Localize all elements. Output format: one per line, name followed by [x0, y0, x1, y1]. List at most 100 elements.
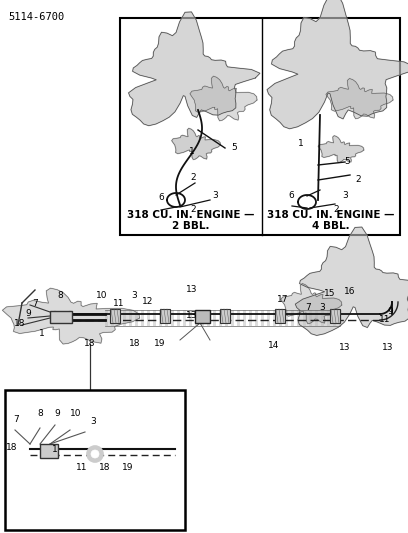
Bar [267, 310, 270, 326]
Text: 15: 15 [324, 288, 336, 297]
Bar [201, 310, 204, 326]
Bar [231, 310, 234, 326]
Bar [291, 310, 294, 326]
Text: 1: 1 [189, 148, 195, 157]
Text: 13: 13 [339, 343, 351, 352]
Text: 18: 18 [6, 442, 18, 451]
Bar [333, 310, 336, 326]
Bar [160, 309, 170, 323]
Bar [171, 310, 174, 326]
Bar [237, 310, 240, 326]
Polygon shape [2, 288, 140, 344]
Circle shape [91, 450, 99, 458]
Polygon shape [281, 284, 342, 324]
Text: 9: 9 [387, 308, 393, 317]
Bar [50, 311, 72, 323]
Bar [297, 310, 300, 326]
Text: 19: 19 [122, 463, 134, 472]
Text: 18: 18 [129, 340, 141, 349]
Text: 6: 6 [288, 190, 294, 199]
Bar [147, 310, 150, 326]
Text: 1: 1 [52, 446, 58, 455]
Bar [279, 310, 282, 326]
Bar [135, 310, 138, 326]
Text: 18: 18 [99, 463, 111, 472]
Bar [165, 310, 168, 326]
Text: 318 CU. IN. ENGINE —: 318 CU. IN. ENGINE — [267, 210, 395, 220]
Bar [225, 310, 228, 326]
Bar [141, 310, 144, 326]
Polygon shape [318, 136, 364, 163]
Bar [255, 310, 258, 326]
Text: 318 CU. IN. ENGINE —: 318 CU. IN. ENGINE — [127, 210, 255, 220]
Bar [110, 309, 120, 323]
Text: 3: 3 [131, 290, 137, 300]
Bar [5, 390, 185, 530]
Text: 9: 9 [25, 309, 31, 318]
Bar [195, 310, 198, 326]
Text: 10: 10 [96, 290, 108, 300]
Text: 12: 12 [142, 297, 154, 306]
Bar [285, 310, 288, 326]
Text: 18: 18 [14, 319, 26, 327]
Text: 16: 16 [344, 287, 356, 295]
Text: 3: 3 [90, 416, 96, 425]
Text: 13: 13 [186, 285, 198, 294]
Bar [243, 310, 246, 326]
Bar [327, 310, 330, 326]
Text: 8: 8 [37, 408, 43, 417]
Text: 8: 8 [57, 292, 63, 301]
Bar [315, 310, 318, 326]
Bar [123, 310, 126, 326]
Text: 4 BBL.: 4 BBL. [312, 221, 350, 231]
Bar [339, 310, 342, 326]
Text: 3: 3 [319, 303, 325, 311]
Text: 1: 1 [39, 328, 45, 337]
Polygon shape [267, 0, 408, 129]
Text: 2: 2 [190, 206, 196, 214]
Text: 2: 2 [190, 174, 196, 182]
Circle shape [87, 446, 103, 462]
Bar [189, 310, 192, 326]
Bar [303, 310, 306, 326]
Bar [40, 444, 58, 458]
Bar [275, 309, 285, 323]
Polygon shape [172, 128, 220, 159]
Bar [207, 310, 210, 326]
Text: 2 BBL.: 2 BBL. [172, 221, 210, 231]
Bar [220, 309, 230, 323]
Text: 2: 2 [333, 206, 339, 214]
Bar [309, 310, 312, 326]
Text: 7: 7 [32, 298, 38, 308]
Bar [159, 310, 162, 326]
Text: 13: 13 [382, 343, 394, 352]
Text: 13: 13 [186, 311, 198, 319]
Bar [249, 310, 252, 326]
Text: 3: 3 [342, 191, 348, 200]
Bar [111, 310, 114, 326]
Bar [153, 310, 156, 326]
Text: 2: 2 [355, 175, 361, 184]
Text: 9: 9 [54, 408, 60, 417]
Bar [177, 310, 180, 326]
Text: 17: 17 [277, 295, 289, 303]
Polygon shape [326, 78, 393, 119]
Text: 7: 7 [305, 303, 311, 311]
Bar [195, 310, 210, 323]
Text: 10: 10 [70, 408, 82, 417]
Text: 11: 11 [379, 316, 391, 325]
Bar [120, 18, 400, 235]
Text: 3: 3 [212, 191, 218, 200]
Text: 18: 18 [84, 340, 96, 349]
Text: 5: 5 [344, 157, 350, 166]
Text: 7: 7 [13, 416, 19, 424]
Text: 14: 14 [268, 342, 280, 351]
Text: 5: 5 [231, 143, 237, 152]
Text: 11: 11 [113, 298, 125, 308]
Bar [183, 310, 186, 326]
Bar [105, 310, 108, 326]
Polygon shape [129, 12, 260, 126]
Bar [213, 310, 216, 326]
Bar [330, 309, 340, 323]
Polygon shape [295, 227, 408, 335]
